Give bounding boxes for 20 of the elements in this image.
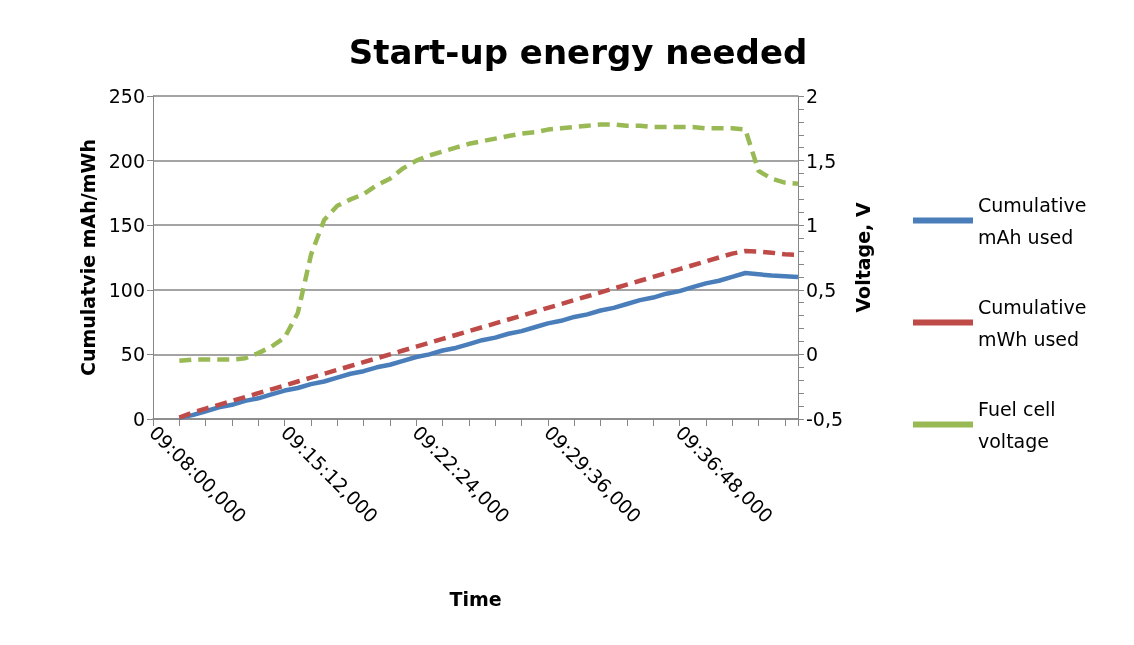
legend-label: Cumulative mWh used: [978, 295, 1093, 350]
legend-label: Cumulative mAh used: [978, 193, 1093, 248]
y-tick-label: 200: [108, 149, 145, 172]
y2-axis-title: Voltage, V: [852, 202, 875, 313]
y2-tick-label: 1: [806, 214, 819, 237]
y2-tick-label: 0: [806, 343, 819, 366]
y-tick-label: 150: [108, 214, 145, 237]
y-tick-label: 50: [120, 343, 145, 366]
y2-tick-label: 0,5: [806, 278, 837, 301]
y-tick-label: 100: [108, 278, 145, 301]
y-axis-title: Cumulatvie mAh/mWh: [76, 139, 99, 376]
legend-label: Fuel cell voltage: [978, 397, 1062, 452]
y2-tick-label: 1,5: [806, 149, 837, 172]
y2-tick-label: 2: [806, 85, 819, 107]
y-tick-label: 250: [108, 85, 145, 107]
x-axis-title: Time: [449, 587, 502, 610]
line-series: [177, 122, 801, 364]
y-tick-label: 0: [132, 408, 145, 430]
y2-tick-label: -0,5: [806, 408, 844, 430]
chart-title: Start-up energy needed: [348, 32, 808, 72]
